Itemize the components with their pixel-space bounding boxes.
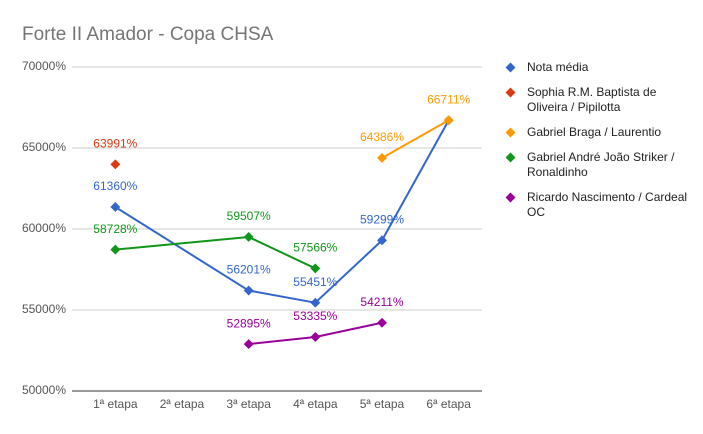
legend-swatch bbox=[505, 87, 516, 98]
point bbox=[110, 159, 121, 170]
y-tick-label: 70000% bbox=[22, 59, 66, 73]
point bbox=[443, 115, 454, 126]
point bbox=[310, 297, 321, 308]
point bbox=[377, 235, 387, 246]
line-segment bbox=[381, 119, 450, 241]
point bbox=[310, 332, 321, 342]
x-tick-label: 5ª etapa bbox=[360, 397, 405, 411]
line-segment bbox=[114, 206, 250, 292]
y-tick-label: 65000% bbox=[22, 140, 66, 154]
legend-item: Gabriel André João Striker / Ronaldinho bbox=[503, 150, 693, 180]
x-tick-label: 6ª etapa bbox=[426, 397, 471, 411]
point bbox=[110, 202, 121, 212]
legend-label: Gabriel André João Striker / Ronaldinho bbox=[527, 150, 675, 179]
data-label: 52895% bbox=[227, 316, 271, 330]
point bbox=[377, 152, 387, 163]
legend: Nota média Sophia R.M. Baptista de Olivei… bbox=[503, 60, 693, 230]
line-segment bbox=[248, 289, 316, 304]
line-segment bbox=[115, 235, 249, 251]
point bbox=[243, 339, 254, 350]
data-label: 66711% bbox=[427, 92, 470, 106]
legend-item: Gabriel Braga / Laurentio bbox=[503, 125, 693, 140]
legend-label: Nota média bbox=[527, 60, 589, 74]
legend-swatch bbox=[505, 62, 516, 73]
point bbox=[310, 263, 321, 274]
x-tick-label: 1ª etapa bbox=[93, 397, 138, 411]
data-label: 56201% bbox=[227, 263, 271, 277]
point bbox=[377, 317, 387, 328]
chart-title: Forte II Amador - Copa CHSA bbox=[22, 24, 274, 45]
legend-swatch bbox=[505, 192, 516, 203]
data-label: 59507% bbox=[227, 209, 271, 223]
x-tick-label: 2ª etapa bbox=[160, 397, 205, 411]
line-segment bbox=[381, 119, 450, 159]
data-label: 53335% bbox=[293, 309, 337, 323]
data-label: 59299% bbox=[360, 213, 404, 227]
y-tick-label: 55000% bbox=[22, 302, 66, 316]
line-segment bbox=[248, 236, 316, 270]
y-tick-label: 60000% bbox=[22, 221, 66, 235]
legend-item: Nota média bbox=[503, 60, 693, 75]
x-tick-label: 3ª etapa bbox=[226, 397, 271, 411]
data-label: 58728% bbox=[93, 222, 137, 236]
data-label: 55451% bbox=[293, 275, 337, 289]
data-label: 54211% bbox=[360, 295, 403, 309]
line-segment bbox=[248, 335, 316, 346]
point bbox=[243, 232, 254, 242]
legend-label: Sophia R.M. Baptista de Oliveira / Pipil… bbox=[527, 85, 657, 114]
legend-swatch bbox=[505, 127, 516, 138]
data-label: 61360% bbox=[93, 179, 137, 193]
data-label: 63991% bbox=[93, 137, 137, 151]
line-segment bbox=[314, 239, 383, 304]
data-label: 57566% bbox=[293, 241, 337, 255]
y-tick-label: 50000% bbox=[22, 383, 66, 397]
legend-swatch bbox=[505, 152, 516, 163]
point bbox=[243, 285, 254, 296]
line-segment bbox=[315, 321, 383, 338]
legend-label: Gabriel Braga / Laurentio bbox=[527, 125, 662, 139]
point bbox=[110, 244, 121, 255]
legend-label: Ricardo Nascimento / Cardeal OC bbox=[527, 190, 688, 219]
x-tick-label: 4ª etapa bbox=[293, 397, 338, 411]
data-label: 64386% bbox=[360, 130, 404, 144]
legend-item: Ricardo Nascimento / Cardeal OC bbox=[503, 190, 693, 220]
legend-item: Sophia R.M. Baptista de Oliveira / Pipil… bbox=[503, 85, 693, 115]
